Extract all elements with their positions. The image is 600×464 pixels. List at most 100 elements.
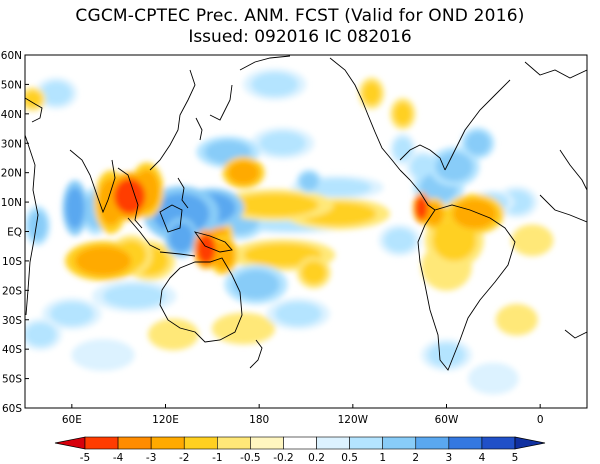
coast-africa-east (25, 134, 39, 316)
colorbar-segment (349, 436, 383, 450)
coast-indochina (117, 167, 143, 229)
anomaly-core (79, 343, 127, 367)
anomaly-core (516, 228, 548, 253)
colorbar-label: -0.2 (273, 452, 294, 464)
map-title-line2: Issued: 092016 IC 082016 (188, 27, 412, 47)
colorbar-segment (283, 436, 317, 450)
anomaly-core (25, 90, 43, 108)
anomaly-core (153, 193, 210, 235)
anomaly-field (25, 68, 554, 395)
colorbar-label: -1 (212, 452, 222, 464)
anomaly-core (25, 322, 57, 347)
coast-samerica (417, 204, 516, 371)
colorbar-label: -2 (179, 452, 189, 464)
colorbar-segment (217, 436, 251, 450)
coast-europe (524, 61, 587, 79)
anomaly-core (415, 196, 428, 220)
anomaly-core (251, 72, 299, 97)
lon-tick-label: 120W (338, 414, 369, 426)
coast-java (159, 251, 196, 257)
colorbar-label: 1 (379, 452, 386, 464)
lat-tick-label: 50S (2, 374, 22, 386)
coast-central-america (399, 169, 436, 211)
colorbar-segment (183, 436, 218, 450)
coast-japan (209, 84, 233, 121)
latitude-axis: 60N 50N 40N 30N 20N 10N EQ 10S 20S 30S 40S 50S 60S (1, 50, 29, 415)
anomaly-core (427, 343, 466, 367)
coast-africa-west (539, 194, 587, 223)
lat-tick-label: 10S (2, 256, 22, 268)
coast-newzealand (249, 339, 263, 369)
coast-borneo (159, 204, 183, 233)
anomaly-core (74, 246, 132, 276)
anomaly-core (49, 302, 94, 326)
anomaly-core (474, 366, 513, 391)
anomaly-core (40, 81, 72, 106)
colorbar-label: -3 (146, 452, 156, 464)
map-title-line1: CGCM-CPTEC Prec. ANM. FCST (Valid for ON… (75, 6, 525, 26)
lat-tick-label: 60S (2, 403, 22, 415)
colorbar-segment (150, 436, 185, 450)
colorbar-label: 5 (512, 452, 519, 464)
lon-tick-label: 180 (249, 414, 269, 426)
lon-tick-label: 120E (152, 414, 179, 426)
anomaly-core (274, 302, 322, 326)
anomaly-core (168, 222, 194, 253)
colorbar-label: -4 (113, 452, 124, 464)
anomaly-core (196, 234, 216, 264)
anomaly-core (465, 131, 491, 156)
coast-gulf (399, 144, 446, 171)
lat-tick-label: 40S (2, 344, 22, 356)
lat-tick-label: 20S (2, 285, 22, 297)
lat-tick-label: 10N (1, 197, 22, 209)
anomaly-core (259, 131, 307, 156)
colorbar-label: 3 (446, 452, 453, 464)
colorbar-segment (250, 436, 284, 450)
coast-russia (239, 55, 291, 71)
anomaly-core (452, 199, 497, 229)
anomaly-core (301, 260, 327, 285)
coast-sumatra (127, 217, 161, 251)
colorbar-label: 0.5 (341, 452, 358, 464)
anomaly-core (393, 102, 413, 126)
colorbar-segment (415, 436, 450, 450)
anomaly-core (113, 178, 146, 214)
anomaly-core (220, 316, 267, 341)
colorbar-segment (448, 436, 483, 450)
lat-tick-label: 20N (1, 168, 22, 180)
lat-tick-label: 50N (1, 79, 22, 91)
anomaly-core (299, 172, 319, 191)
coast-philippines (177, 177, 189, 209)
anomaly-core (231, 193, 319, 217)
colorbar-legend: -5 -4 -3 -2 -1 -0.5 -0.2 0.2 0.5 1 2 3 4 5 (54, 436, 546, 464)
anomaly-core (103, 284, 166, 308)
coast-mideast (25, 97, 43, 123)
lon-tick-label: 60E (62, 414, 82, 426)
coastlines (25, 55, 587, 371)
anomaly-core (28, 210, 47, 241)
coast-india (69, 149, 116, 214)
coast-africa-nw (559, 149, 587, 191)
coast-korea (195, 117, 203, 141)
colorbar-label: -5 (80, 452, 90, 464)
colorbar-low-triangle (54, 436, 86, 450)
anomaly-core (65, 187, 85, 229)
coast-namerica-east (444, 79, 511, 171)
anomaly-core (154, 322, 193, 347)
lon-tick-label: 0 (537, 414, 544, 426)
colorbar-segment (382, 436, 417, 450)
colorbar-label: 2 (412, 452, 419, 464)
lon-tick-label: 60W (435, 414, 459, 426)
anomaly-core (232, 269, 280, 300)
anomaly-core (243, 243, 322, 267)
anomaly-core (227, 160, 260, 185)
coast-namerica-west (329, 57, 401, 171)
colorbar-label: 4 (479, 452, 486, 464)
lat-tick-label: 30S (2, 315, 22, 327)
coast-australia (159, 257, 243, 343)
lat-tick-label: 40N (1, 109, 22, 121)
coast-safrica (564, 329, 587, 339)
longitude-axis: 60E 120E 180 120W 60W 0 (62, 404, 544, 426)
anomaly-core (393, 137, 413, 161)
